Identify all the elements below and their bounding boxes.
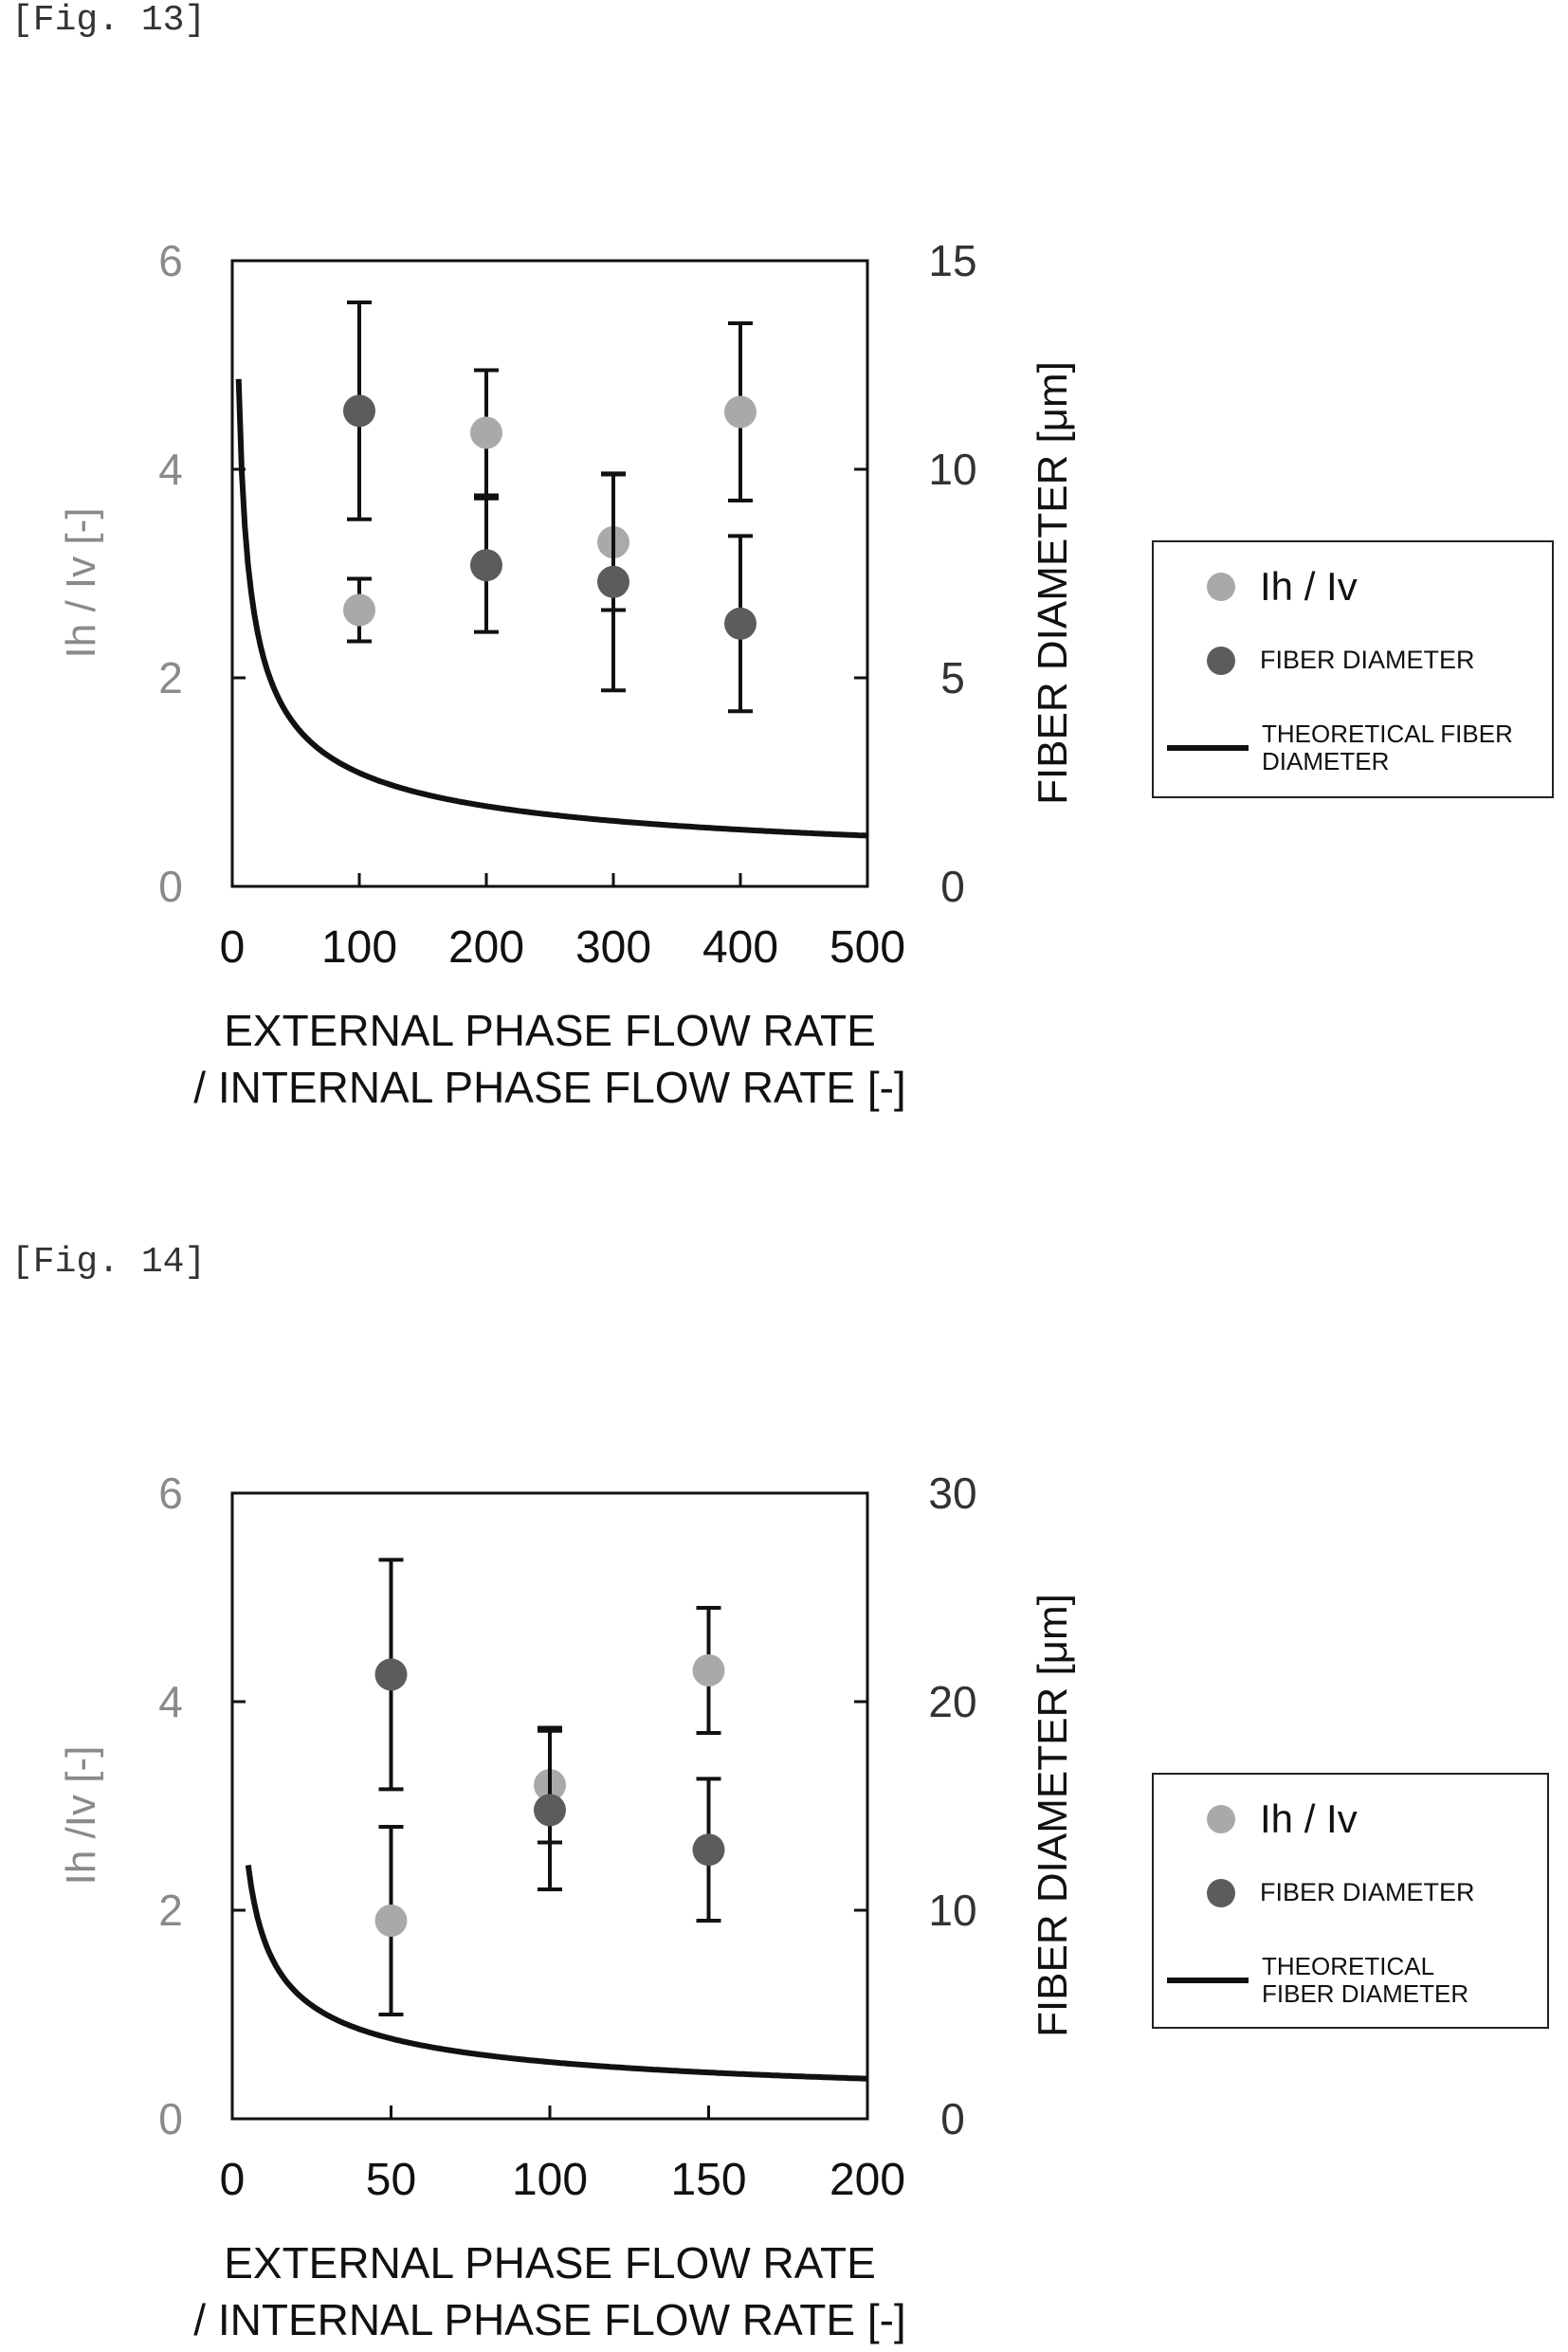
y-left-axis-label: Ih / Iv [-] [58,508,104,659]
y-left-tick-label: 4 [158,1677,183,1726]
y-left-tick-label: 2 [158,1886,183,1935]
x-tick-label: 500 [830,922,905,973]
legend-fiber-marker [1207,1879,1235,1907]
ih-iv-point [343,593,375,627]
legend-theory-line [1167,744,1249,751]
theoretical-fiber-diameter-line [245,1864,868,2082]
x-tick-label: 100 [512,2155,588,2205]
y-right-tick-label: 0 [940,2094,965,2143]
x-tick-label: 50 [366,2155,416,2205]
x-tick-label: 150 [670,2155,746,2205]
y-right-tick-label: 5 [940,653,965,702]
legend-fiber-label: FIBER DIAMETER [1260,646,1475,675]
legend-theory-line [1167,1977,1249,1983]
x-tick-label: 400 [702,922,778,973]
y-right-tick-label: 15 [928,236,976,285]
y-left-tick-label: 4 [158,445,183,494]
fiber-diameter-point [597,565,629,598]
figure-label: [Fig. 13] [11,0,207,41]
x-tick-label: 0 [220,2155,246,2205]
y-right-tick-label: 10 [928,1886,976,1935]
chart-fig14: 0 50 100 150 200 0 2 4 6 0 10 20 30 EXTERNAL PHASE FL… [58,1468,1076,2344]
x-axis-label-line1: EXTERNAL PHASE FLOW RATE [224,1006,876,1055]
legend-ih-iv-marker [1207,1805,1235,1834]
x-tick-label: 200 [448,922,524,973]
legend-fig14: Ih / Iv FIBER DIAMETER THEORETICAL FIBER… [1152,1773,1549,2029]
fiber-diameter-point [534,1794,566,1827]
plot-frame [230,259,869,888]
y-left-axis-label: Ih /Iv [-] [58,1746,104,1886]
legend-fiber-marker [1207,647,1235,675]
x-axis-label-line2: / INTERNAL PHASE FLOW RATE [-] [193,1063,905,1112]
y-right-tick-label: 20 [928,1677,976,1726]
fiber-diameter-point [343,394,375,428]
y-left-tick-label: 0 [158,2094,183,2143]
fiber-diameter-point [724,607,757,640]
theoretical-fiber-diameter-line [235,378,868,839]
legend-theory-label: THEORETICAL FIBER DIAMETER [1262,720,1513,775]
y-left-tick-label: 2 [158,653,183,702]
fiber-diameter-point [374,1658,408,1691]
chart-fig13: 0 100 200 300 400 500 0 2 4 6 0 5 10 15 EXTERNAL PHASE… [58,236,1076,1112]
y-left-tick-label: 0 [158,862,183,911]
ih-iv-point [470,416,502,449]
ih-iv-point [692,1654,725,1687]
legend-fig13: Ih / Iv FIBER DIAMETER THEORETICAL FIBER… [1152,540,1554,798]
y-right-axis-label: FIBER DIAMETER [μm] [1030,1594,1076,2037]
x-tick-label: 300 [575,922,651,973]
y-right-tick-label: 0 [940,862,965,911]
legend-ih-iv-marker [1207,573,1235,602]
legend-theory-label: THEORETICAL FIBER DIAMETER [1262,1952,1469,2008]
legend-ih-iv-label: Ih / Iv [1260,1796,1358,1841]
x-tick-label: 200 [830,2155,905,2205]
figure-label: [Fig. 14] [11,1242,207,1283]
x-tick-label: 100 [321,922,397,973]
y-right-axis-label: FIBER DIAMETER [μm] [1030,361,1076,805]
fiber-diameter-point [470,549,502,582]
y-left-tick-label: 6 [158,1468,183,1518]
y-right-tick-label: 30 [928,1468,976,1518]
x-axis-label-line1: EXTERNAL PHASE FLOW RATE [224,2238,876,2288]
y-right-tick-label: 10 [928,445,976,494]
legend-ih-iv-label: Ih / Iv [1260,564,1358,609]
ih-iv-point [724,395,757,428]
y-left-tick-label: 6 [158,236,183,285]
x-tick-label: 0 [220,922,246,973]
fiber-diameter-point [692,1833,725,1867]
ih-iv-point [374,1905,408,1937]
legend-fiber-label: FIBER DIAMETER [1260,1878,1475,1907]
x-axis-label-line2: / INTERNAL PHASE FLOW RATE [-] [193,2295,905,2344]
